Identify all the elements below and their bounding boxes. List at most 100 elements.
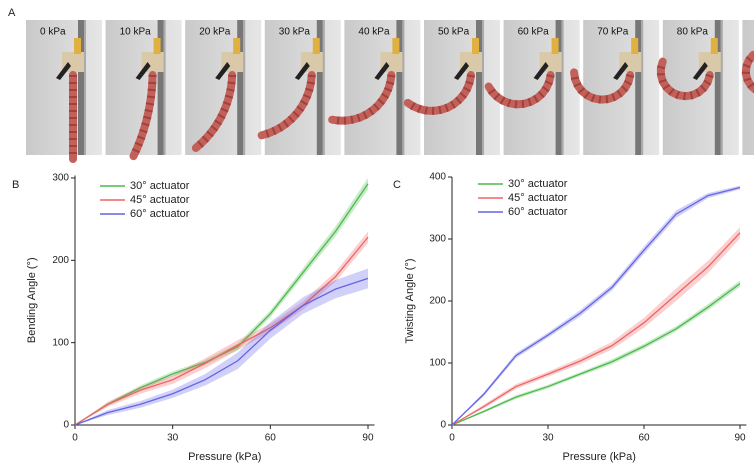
photo-bg xyxy=(503,20,580,155)
fitting xyxy=(312,38,320,54)
x-tick-label: 90 xyxy=(734,433,746,444)
clamp xyxy=(613,62,629,80)
clamp xyxy=(135,62,151,80)
photo-label: 10 kPa xyxy=(120,27,152,38)
clamp xyxy=(56,62,71,80)
fitting xyxy=(392,38,400,54)
photo: 80 kPa xyxy=(656,20,739,155)
legend-label: 30° actuator xyxy=(130,180,190,192)
photo: 40 kPa xyxy=(328,20,421,155)
actuator-ridge xyxy=(741,52,754,94)
y-tick-label: 100 xyxy=(52,337,69,348)
y-tick-label: 300 xyxy=(52,173,69,184)
y-tick-label: 400 xyxy=(429,172,446,183)
series-line xyxy=(74,236,369,426)
fitting xyxy=(472,38,479,54)
photo: 0 kPa xyxy=(26,20,102,163)
x-axis-label: Pressure (kPa) xyxy=(188,451,261,463)
error-band xyxy=(75,268,368,425)
rod-edge xyxy=(641,20,644,155)
legend-label: 45° actuator xyxy=(508,192,568,204)
photo-bg xyxy=(344,20,421,155)
series-line xyxy=(451,283,741,426)
error-band xyxy=(75,231,368,425)
clamp xyxy=(294,62,310,80)
clamp xyxy=(533,62,549,80)
rod-edge xyxy=(482,20,484,155)
y-tick-label: 300 xyxy=(429,234,446,245)
photo: 10 kPa xyxy=(105,20,182,161)
y-tick-label: 200 xyxy=(52,255,69,266)
photo-label: 20 kPa xyxy=(199,27,231,38)
x-tick-label: 90 xyxy=(362,433,374,444)
clamp xyxy=(692,62,708,80)
x-tick-label: 0 xyxy=(449,433,455,444)
fitting xyxy=(551,38,559,54)
legend-label: 45° actuator xyxy=(130,194,190,206)
actuator-ridge xyxy=(193,74,237,151)
rod xyxy=(555,20,562,155)
photo-label: 30 kPa xyxy=(279,27,311,38)
y-axis-label: Bending Angle (°) xyxy=(26,257,38,343)
fitting xyxy=(710,38,718,54)
actuator-ridge xyxy=(656,60,714,101)
actuator-ridge xyxy=(570,71,635,104)
photo-bg xyxy=(26,20,102,155)
x-tick-label: 30 xyxy=(167,433,179,444)
panel-label: C xyxy=(393,179,401,191)
rod-edge xyxy=(243,20,246,155)
clamp xyxy=(215,62,231,80)
rod xyxy=(78,20,84,155)
rod-edge xyxy=(402,20,405,155)
photo-bg xyxy=(185,20,262,155)
y-tick-label: 0 xyxy=(440,420,446,431)
y-tick-label: 0 xyxy=(63,420,69,431)
x-tick-label: 60 xyxy=(638,433,650,444)
clamp xyxy=(374,62,390,80)
y-tick-label: 200 xyxy=(429,296,446,307)
photo-label: 70 kPa xyxy=(597,27,629,38)
legend-label: 30° actuator xyxy=(508,178,568,190)
photo: 60 kPa xyxy=(484,20,580,155)
rod-edge xyxy=(322,20,325,155)
series-line xyxy=(451,232,741,426)
rod xyxy=(237,20,244,155)
panel-label: B xyxy=(12,179,19,191)
photo-label: 60 kPa xyxy=(518,27,550,38)
fitting xyxy=(233,38,241,54)
x-tick-label: 0 xyxy=(72,433,78,444)
error-band xyxy=(452,185,740,425)
fitting xyxy=(153,38,161,54)
rod xyxy=(635,20,642,155)
photo-bg xyxy=(264,20,341,155)
x-tick-label: 30 xyxy=(542,433,554,444)
series-line xyxy=(74,277,369,426)
photo-label: 40 kPa xyxy=(358,27,390,38)
actuator-ridge xyxy=(485,74,555,109)
x-tick-label: 60 xyxy=(265,433,277,444)
series-line xyxy=(74,183,369,426)
fitting xyxy=(631,38,639,54)
y-tick-label: 100 xyxy=(429,358,446,369)
actuator-ridge xyxy=(331,74,396,125)
photo-label: 50 kPa xyxy=(438,27,470,38)
actuator-ridge xyxy=(260,74,316,140)
photo-label: 80 kPa xyxy=(677,27,709,38)
clamp xyxy=(454,62,469,80)
photo: 30 kPa xyxy=(257,20,341,155)
legend-label: 60° actuator xyxy=(508,206,568,218)
photo: 70 kPa xyxy=(570,20,660,155)
photo-label: 0 kPa xyxy=(40,27,66,38)
rod xyxy=(316,20,323,155)
rod-edge xyxy=(163,20,166,155)
y-axis-label: Twisting Angle (°) xyxy=(404,258,416,343)
photo: 90 kPa xyxy=(741,20,754,155)
error-band xyxy=(452,227,740,425)
rod-edge xyxy=(84,20,86,155)
actuator-ridge xyxy=(405,74,475,115)
rod xyxy=(396,20,403,155)
actuator-ridge xyxy=(129,74,157,158)
x-axis-label: Pressure (kPa) xyxy=(563,451,636,463)
rod xyxy=(157,20,164,155)
